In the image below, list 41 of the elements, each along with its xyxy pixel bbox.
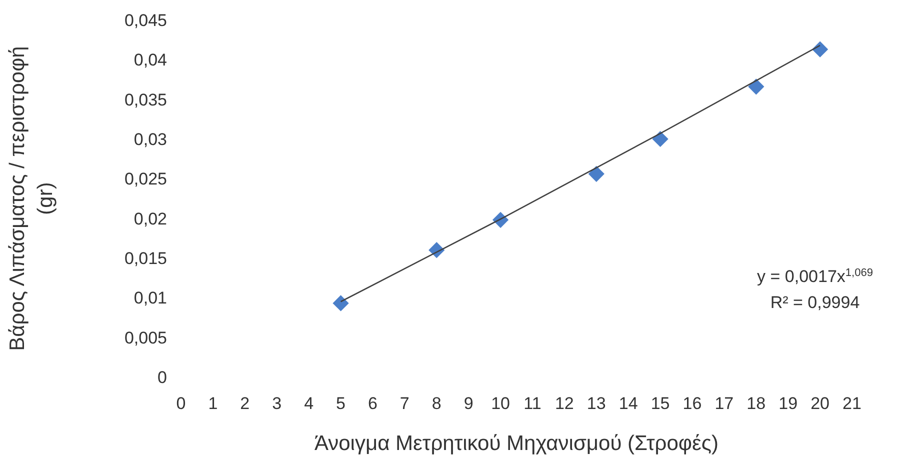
- y-axis-title: Βάρος Λιπάσματος / περιστροφή (gr): [6, 46, 57, 351]
- y-tick-label: 0,045: [124, 10, 167, 30]
- x-tick-label: 19: [778, 394, 798, 413]
- x-tick-label: 3: [272, 394, 282, 413]
- x-tick-label: 14: [618, 394, 638, 413]
- y-tick-label: 0,02: [134, 209, 167, 228]
- y-tick-label: 0,025: [124, 170, 167, 189]
- y-tick-label: 0,04: [134, 50, 167, 70]
- x-tick-label: 17: [714, 394, 734, 413]
- y-tick-label: 0: [158, 368, 167, 387]
- x-tick-label: 16: [682, 394, 702, 413]
- x-tick-label: 20: [810, 394, 830, 413]
- y-tick-label: 0,03: [134, 130, 167, 149]
- x-tick-label: 6: [368, 394, 378, 413]
- x-tick-label: 13: [586, 394, 606, 413]
- x-axis-title: Άνοιγμα Μετρητικού Μηχανισμού (Στροφές): [314, 432, 719, 455]
- point: [652, 130, 668, 148]
- point: [332, 295, 349, 312]
- point: [812, 41, 828, 58]
- y-tick-label: 0,015: [124, 248, 167, 268]
- y-tick-label: 0,01: [134, 288, 167, 308]
- x-tick-label: 0: [176, 394, 186, 413]
- annotation: R² = 0,9994: [770, 293, 860, 312]
- x-tick-label: 8: [432, 394, 442, 413]
- x-tick-label: 15: [650, 394, 670, 413]
- y-tick-label: 0,005: [124, 328, 167, 348]
- point: [748, 78, 764, 95]
- x-tick-label: 7: [400, 394, 410, 413]
- x-tick-label: 18: [746, 394, 766, 413]
- x-tick-label: 1: [208, 394, 218, 413]
- x-tick-label: 9: [464, 394, 474, 413]
- x-tick-label: 10: [491, 394, 510, 413]
- x-tick-label: 2: [240, 394, 250, 413]
- x-tick-label: 11: [524, 394, 542, 413]
- x-tick-label: 4: [304, 394, 314, 413]
- annotation: y = 0,0017x$^{1,069}$: [757, 267, 873, 286]
- point: [588, 166, 604, 182]
- x-tick-label: 21: [842, 394, 862, 413]
- x-tick-label: 5: [336, 394, 346, 413]
- x-tick-label: 12: [554, 394, 574, 413]
- y-tick-label: 0,035: [124, 90, 167, 110]
